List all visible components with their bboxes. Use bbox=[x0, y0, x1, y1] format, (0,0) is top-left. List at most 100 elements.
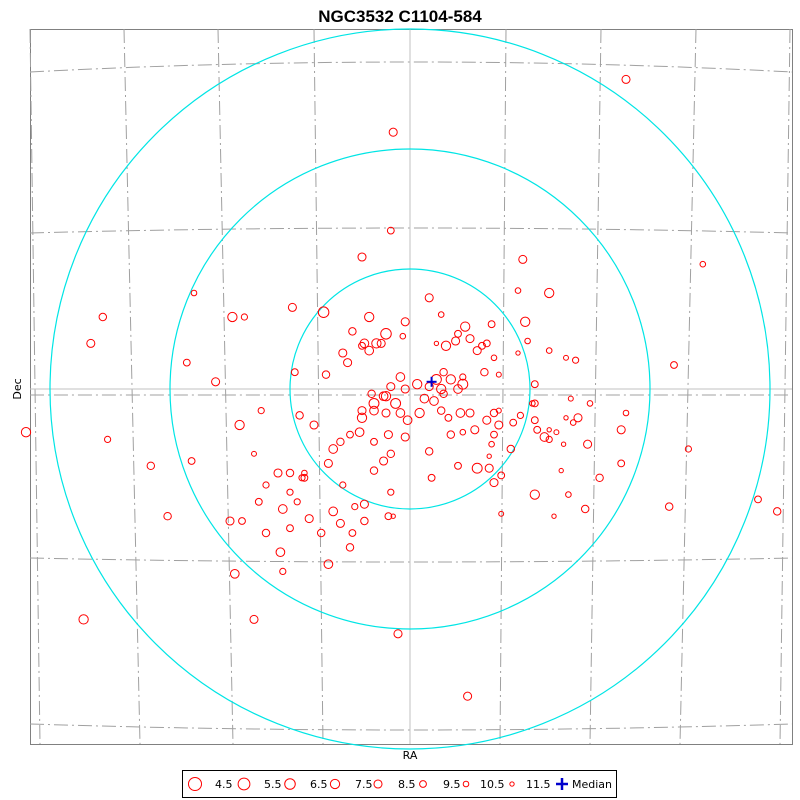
ra-grid-line bbox=[217, 28, 234, 745]
legend-marker bbox=[462, 780, 470, 788]
star-marker bbox=[616, 425, 626, 435]
star-marker bbox=[463, 691, 473, 701]
star-marker bbox=[357, 252, 367, 262]
star-marker bbox=[104, 435, 112, 443]
star-marker bbox=[380, 328, 392, 340]
star-marker bbox=[569, 419, 577, 426]
star-marker bbox=[459, 428, 467, 436]
star-marker bbox=[287, 302, 297, 312]
star-marker bbox=[364, 345, 375, 356]
star-marker bbox=[516, 411, 525, 419]
star-marker bbox=[370, 437, 378, 446]
star-marker bbox=[323, 458, 333, 468]
legend-marker bbox=[237, 777, 251, 791]
star-marker bbox=[670, 361, 678, 369]
star-marker bbox=[539, 432, 550, 442]
star-marker bbox=[317, 306, 330, 318]
star-marker bbox=[273, 468, 283, 478]
coordinate-grid bbox=[29, 28, 793, 745]
star-marker bbox=[545, 347, 553, 354]
star-marker bbox=[78, 614, 89, 625]
star-marker bbox=[546, 427, 552, 433]
star-marker bbox=[427, 473, 436, 482]
star-marker bbox=[480, 367, 489, 377]
star-marker bbox=[430, 373, 442, 385]
star-marker bbox=[386, 382, 396, 392]
star-marker bbox=[565, 491, 572, 498]
star-marker bbox=[286, 524, 294, 533]
ra-grid-line bbox=[589, 28, 602, 745]
star-marker bbox=[414, 407, 425, 419]
star-marker bbox=[451, 336, 461, 346]
star-marker bbox=[367, 389, 376, 399]
star-marker bbox=[376, 338, 386, 348]
legend: 4.5 5.5 6.5 7.5 8.5 9.5 10.5 11.5 Median bbox=[182, 770, 617, 798]
star-marker bbox=[393, 629, 403, 639]
star-marker bbox=[551, 513, 557, 519]
star-marker bbox=[545, 435, 553, 443]
star-marker bbox=[621, 74, 631, 84]
star-marker bbox=[489, 478, 499, 488]
legend-marker bbox=[373, 779, 383, 789]
star-marker bbox=[383, 430, 393, 440]
star-marker bbox=[412, 379, 423, 390]
star-marker bbox=[424, 447, 434, 456]
star-marker bbox=[348, 327, 357, 336]
star-markers bbox=[20, 74, 782, 701]
star-marker bbox=[257, 407, 265, 415]
star-marker bbox=[343, 358, 353, 368]
star-marker bbox=[229, 568, 240, 579]
star-marker bbox=[400, 432, 410, 442]
radius-ring bbox=[289, 268, 531, 510]
ra-grid-line bbox=[29, 28, 41, 745]
star-marker bbox=[558, 467, 564, 474]
star-marker bbox=[238, 517, 246, 525]
star-marker bbox=[400, 384, 410, 394]
star-marker bbox=[487, 320, 496, 329]
legend-median-label: Median bbox=[572, 778, 612, 791]
star-marker bbox=[182, 358, 191, 367]
star-marker bbox=[316, 528, 326, 538]
star-marker bbox=[390, 513, 396, 519]
star-marker bbox=[436, 406, 446, 415]
ra-grid-line bbox=[123, 28, 141, 745]
star-marker bbox=[465, 334, 475, 344]
star-marker bbox=[494, 420, 504, 430]
star-marker bbox=[482, 415, 492, 425]
star-marker bbox=[163, 511, 172, 521]
star-marker bbox=[573, 413, 583, 423]
star-marker bbox=[251, 450, 257, 457]
star-marker bbox=[211, 377, 221, 387]
star-marker bbox=[544, 287, 555, 299]
star-marker bbox=[395, 372, 406, 382]
star-marker bbox=[617, 459, 626, 468]
star-marker bbox=[454, 461, 462, 470]
legend-label: 4.5 bbox=[215, 778, 233, 791]
star-marker bbox=[498, 510, 505, 517]
star-marker bbox=[490, 430, 498, 439]
star-marker bbox=[328, 444, 339, 454]
star-marker bbox=[364, 311, 375, 323]
star-marker bbox=[321, 370, 331, 379]
star-marker bbox=[190, 289, 198, 297]
star-marker bbox=[388, 127, 398, 137]
star-marker bbox=[754, 495, 762, 504]
star-marker bbox=[520, 316, 531, 327]
star-marker bbox=[402, 415, 413, 426]
star-marker bbox=[295, 411, 304, 420]
center-axes bbox=[30, 29, 792, 744]
star-marker bbox=[371, 338, 382, 349]
star-marker bbox=[437, 311, 445, 318]
star-marker bbox=[249, 614, 259, 624]
star-marker bbox=[490, 354, 498, 362]
star-marker bbox=[384, 512, 393, 521]
star-marker bbox=[586, 400, 594, 407]
star-marker bbox=[358, 341, 366, 350]
star-marker bbox=[279, 567, 287, 576]
star-marker bbox=[772, 507, 782, 516]
star-marker bbox=[386, 449, 396, 459]
star-marker bbox=[386, 226, 395, 235]
star-marker bbox=[346, 430, 354, 439]
star-marker bbox=[514, 287, 522, 294]
